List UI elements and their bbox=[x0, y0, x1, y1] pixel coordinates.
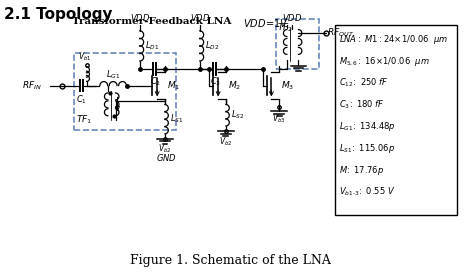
Text: $\mathit{L_{G1}\!:\ 134.48p}$: $\mathit{L_{G1}\!:\ 134.48p}$ bbox=[339, 120, 396, 133]
Text: $RF_{IN}$: $RF_{IN}$ bbox=[22, 79, 42, 92]
Text: $L_{D2}$: $L_{D2}$ bbox=[205, 40, 219, 52]
Text: $VDD$: $VDD$ bbox=[190, 12, 210, 23]
Text: $L_{D1}$: $L_{D1}$ bbox=[145, 40, 159, 52]
Text: $GND$: $GND$ bbox=[156, 152, 177, 163]
Text: $V_{b1}$: $V_{b1}$ bbox=[78, 50, 91, 63]
Text: $\mathbf{\mathit{LNA:}}$ $\mathit{M1: 24\!\times\!1/0.06\ \ \mu m}$: $\mathbf{\mathit{LNA:}}$ $\mathit{M1: 24… bbox=[339, 33, 448, 46]
Text: $C_1$: $C_1$ bbox=[76, 93, 87, 106]
Text: $L_{S2}$: $L_{S2}$ bbox=[231, 109, 244, 121]
Text: $V_{b2}$: $V_{b2}$ bbox=[158, 143, 172, 155]
Text: $TF_2$: $TF_2$ bbox=[277, 21, 293, 34]
Text: $\mathit{M\!:\ 17.76p}$: $\mathit{M\!:\ 17.76p}$ bbox=[339, 164, 384, 177]
Text: $L_{S1}$: $L_{S1}$ bbox=[170, 113, 183, 125]
Text: $C_2$: $C_2$ bbox=[150, 76, 161, 88]
Text: $V_{b3}$: $V_{b3}$ bbox=[272, 112, 286, 125]
Text: $M_2$: $M_2$ bbox=[228, 79, 241, 92]
Text: $V_{b2}$: $V_{b2}$ bbox=[219, 135, 233, 148]
Text: Transformer-Feedback LNA: Transformer-Feedback LNA bbox=[72, 17, 231, 26]
Text: $M_1$: $M_1$ bbox=[167, 79, 180, 92]
Bar bbox=[335, 25, 457, 215]
Text: $M_3$: $M_3$ bbox=[281, 79, 294, 92]
Text: $VDD$: $VDD$ bbox=[130, 12, 150, 23]
Bar bbox=[276, 19, 319, 69]
Text: $VDD\!=\!1V$: $VDD\!=\!1V$ bbox=[243, 17, 289, 29]
Text: $C_3$: $C_3$ bbox=[210, 76, 221, 88]
Bar bbox=[74, 53, 175, 130]
Text: $L_{G1}$: $L_{G1}$ bbox=[106, 68, 120, 81]
Text: $\mathit{C_3\!:\ 180\ fF}$: $\mathit{C_3\!:\ 180\ fF}$ bbox=[339, 98, 385, 111]
Text: Figure 1. Schematic of the LNA: Figure 1. Schematic of the LNA bbox=[130, 254, 331, 267]
Text: $\mathit{V_{b1\text{-}3}\!:\ 0.55\ V}$: $\mathit{V_{b1\text{-}3}\!:\ 0.55\ V}$ bbox=[339, 185, 395, 198]
Text: 2.1 Topology: 2.1 Topology bbox=[4, 7, 113, 22]
Text: $\mathit{C_{12}\!:\ 250\ fF}$: $\mathit{C_{12}\!:\ 250\ fF}$ bbox=[339, 77, 389, 89]
Text: $\mathit{L_{S1}\!:\ 115.06p}$: $\mathit{L_{S1}\!:\ 115.06p}$ bbox=[339, 142, 395, 155]
Text: $\mathit{M_{5,6}\!:\ 16\!\times\!1/0.06\ \ \mu m}$: $\mathit{M_{5,6}\!:\ 16\!\times\!1/0.06\… bbox=[339, 55, 430, 68]
Text: $VDD$: $VDD$ bbox=[282, 12, 302, 23]
Text: $RF_{OUT}$: $RF_{OUT}$ bbox=[328, 27, 355, 39]
Text: $TF_1$: $TF_1$ bbox=[76, 114, 92, 126]
